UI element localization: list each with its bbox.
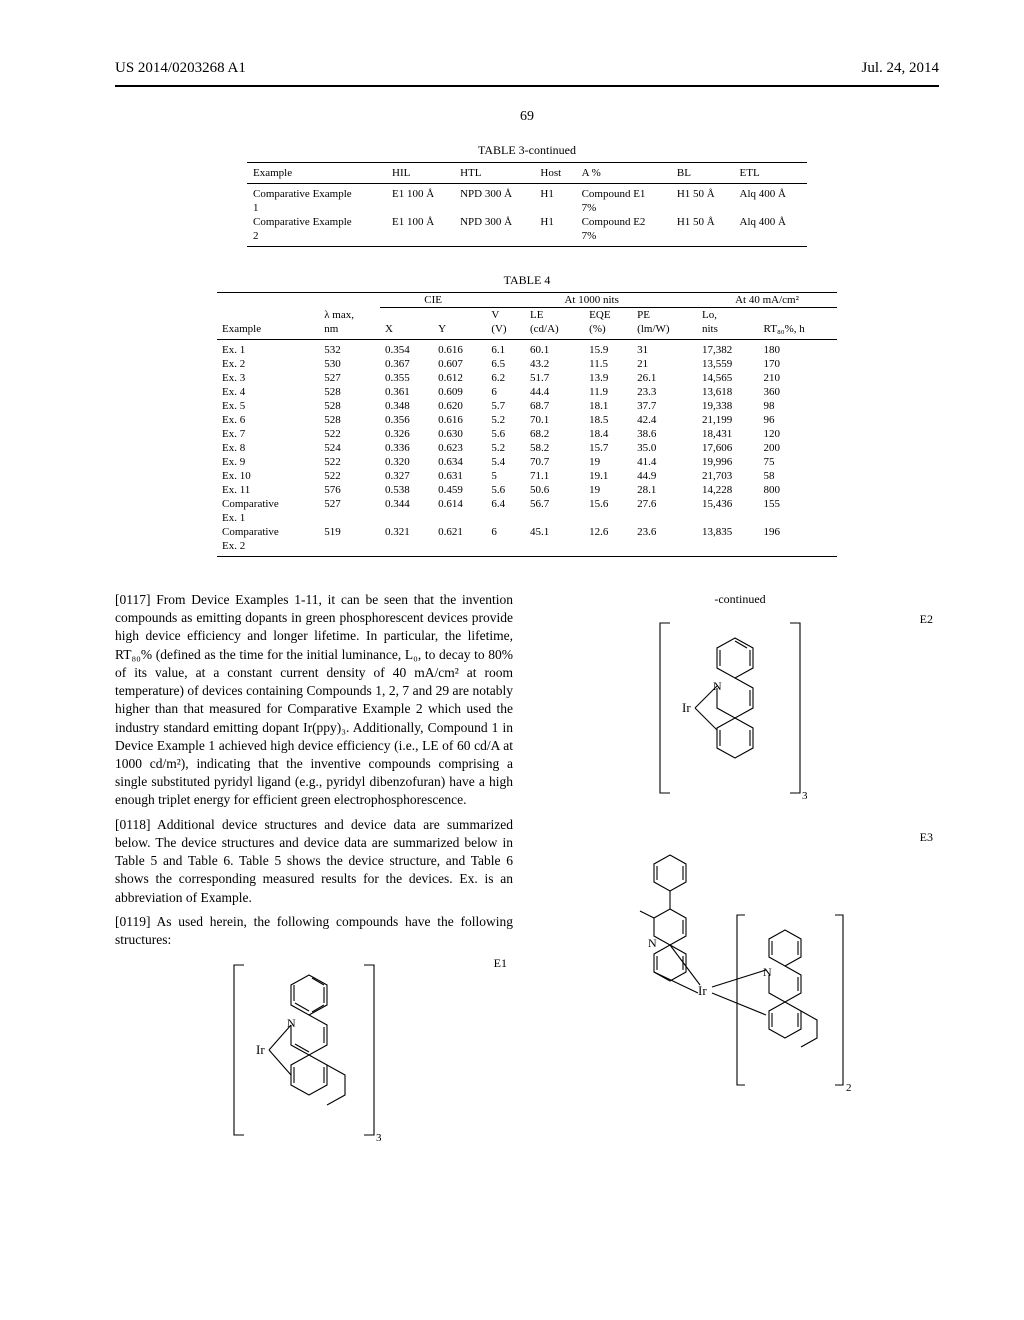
paragraph-0118: [0118] Additional device structures and …	[115, 816, 513, 907]
table-row: Ex. 95220.3200.6345.470.71941.419,99675	[217, 455, 837, 469]
table-row: Ex. 45280.3610.609644.411.923.313,618360	[217, 385, 837, 399]
left-column: [0117] From Device Examples 1-11, it can…	[115, 591, 513, 1161]
t3-col-bl: BL	[671, 163, 734, 184]
table-row: Comparative Example	[247, 184, 386, 202]
structure-label-e3: E3	[920, 829, 933, 845]
table-row: Ex. 65280.3560.6165.270.118.542.421,1999…	[217, 413, 837, 427]
t3-col-apct: A %	[576, 163, 671, 184]
page-header: US 2014/0203268 A1 Jul. 24, 2014	[115, 60, 939, 77]
table-row: Ex. 115760.5380.4595.650.61928.114,22880…	[217, 483, 837, 497]
patent-number: US 2014/0203268 A1	[115, 60, 246, 77]
svg-text:N: N	[763, 965, 772, 979]
t4-group-1000nits: At 1000 nits	[486, 293, 697, 308]
table-3-continued: TABLE 3-continued Example HIL HTL Host A…	[247, 143, 807, 247]
structure-label-e2: E2	[920, 611, 933, 627]
svg-text:2: 2	[846, 1082, 852, 1094]
table-row: Ex. 85240.3360.6235.258.215.735.017,6062…	[217, 441, 837, 455]
publication-date: Jul. 24, 2014	[861, 60, 939, 77]
table-4-caption: TABLE 4	[217, 273, 837, 292]
structure-e2: N Ir 3	[640, 613, 820, 803]
svg-text:Ir: Ir	[256, 1042, 265, 1057]
t4-group-cie: CIE	[380, 293, 486, 308]
continued-label: -continued	[541, 591, 939, 607]
structure-label-e1: E1	[494, 955, 507, 971]
table-row: Comparative5190.3210.621645.112.623.613,…	[217, 525, 837, 539]
table-row: Ex. 35270.3550.6126.251.713.926.114,5652…	[217, 371, 837, 385]
table-row: Comparative5270.3440.6146.456.715.627.61…	[217, 497, 837, 511]
table-row: Comparative Example	[247, 215, 386, 229]
t3-col-htl: HTL	[454, 163, 534, 184]
t3-col-host: Host	[534, 163, 575, 184]
t3-col-hil: HIL	[386, 163, 454, 184]
svg-text:Ir: Ir	[698, 983, 707, 998]
table-4: TABLE 4 CIE At 1000 nits At 40 mA/cm² λ …	[217, 273, 837, 557]
svg-text:3: 3	[376, 1132, 382, 1144]
svg-text:N: N	[648, 936, 657, 950]
table-row: Ex. 15320.3540.6166.160.115.93117,382180	[217, 340, 837, 358]
right-column: -continued E2 N	[541, 591, 939, 1151]
table-3-caption: TABLE 3-continued	[247, 143, 807, 162]
t3-col-example: Example	[247, 163, 386, 184]
t3-col-etl: ETL	[734, 163, 807, 184]
table-row: Ex. 25300.3670.6076.543.211.52113,559170	[217, 357, 837, 371]
page-number: 69	[115, 109, 939, 125]
table-row: Ex. 55280.3480.6205.768.718.137.719,3389…	[217, 399, 837, 413]
table-row: Ex. 105220.3270.631571.119.144.921,70358	[217, 469, 837, 483]
paragraph-0117: [0117] From Device Examples 1-11, it can…	[115, 591, 513, 810]
svg-text:Ir: Ir	[682, 700, 691, 715]
header-rule	[115, 85, 939, 87]
svg-text:3: 3	[802, 790, 808, 802]
structure-e1: N Ir 3	[214, 955, 394, 1145]
table-row: Ex. 75220.3260.6305.668.218.438.618,4311…	[217, 427, 837, 441]
structure-e3: N Ir	[580, 835, 880, 1135]
t4-group-40ma: At 40 mA/cm²	[697, 293, 837, 308]
paragraph-0119: [0119] As used herein, the following com…	[115, 913, 513, 949]
